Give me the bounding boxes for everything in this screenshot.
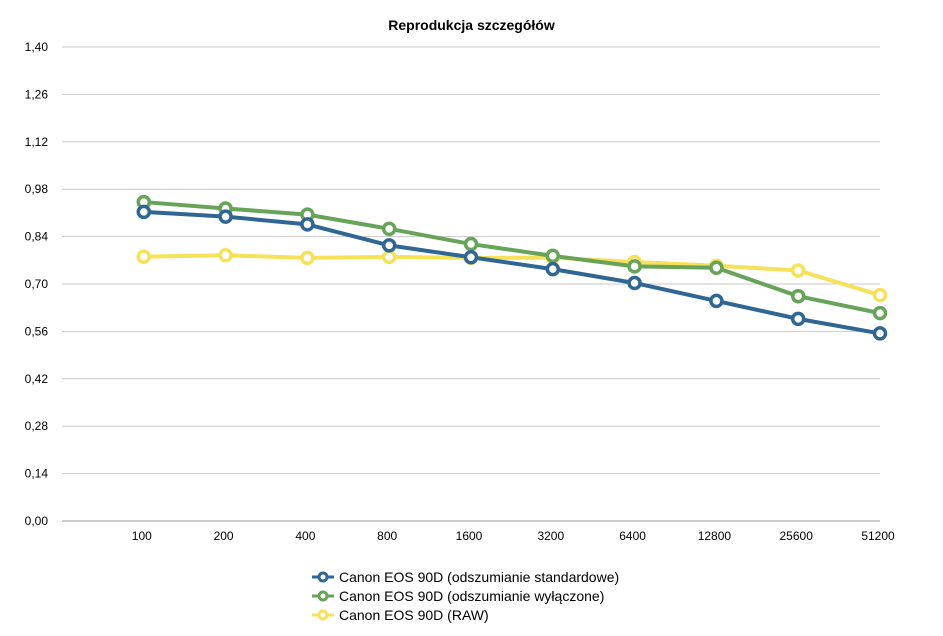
x-tick-label: 800	[377, 529, 397, 543]
data-point	[872, 326, 888, 341]
data-point	[463, 236, 479, 252]
data-point	[381, 238, 397, 253]
data-point	[381, 221, 397, 237]
legend: Canon EOS 90D (odszumianie standardowe) …	[310, 567, 619, 624]
y-tick-label: 0,00	[25, 514, 49, 528]
data-point	[872, 287, 888, 303]
legend-label-off: Canon EOS 90D (odszumianie wyłączone)	[339, 587, 605, 604]
data-point	[463, 250, 479, 265]
series-line	[141, 209, 882, 336]
y-tick-label: 0,98	[25, 182, 49, 196]
x-tick-label: 3200	[537, 529, 564, 543]
y-tick-label: 1,40	[25, 40, 49, 54]
data-point	[627, 259, 642, 274]
data-point	[545, 261, 561, 277]
data-point	[709, 260, 724, 275]
data-point	[136, 249, 152, 264]
data-point	[136, 204, 152, 220]
y-tick-label: 0,14	[25, 467, 49, 481]
y-tick-label: 0,28	[25, 419, 49, 433]
y-tick-label: 0,84	[25, 230, 49, 244]
x-tick-label: 1600	[456, 529, 483, 543]
data-point	[872, 305, 888, 321]
y-tick-label: 1,26	[25, 87, 49, 101]
legend-item: Canon EOS 90D (odszumianie standardowe)	[310, 567, 619, 586]
data-point	[381, 249, 397, 265]
legend-item: Canon EOS 90D (odszumianie wyłączone)	[310, 586, 619, 605]
x-tick-label: 6400	[619, 529, 646, 543]
x-tick-label: 12800	[698, 529, 732, 543]
x-tick-label: 200	[214, 529, 234, 543]
legend-marker-standard	[310, 570, 336, 584]
data-point	[300, 250, 315, 266]
data-point	[627, 275, 642, 291]
x-tick-label: 100	[132, 529, 152, 543]
series-line	[141, 200, 882, 316]
legend-label-standard: Canon EOS 90D (odszumianie standardowe)	[339, 568, 620, 585]
chart-title: Reprodukcja szczegółów	[388, 17, 555, 33]
data-point	[790, 263, 806, 278]
legend-item: Canon EOS 90D (RAW)	[310, 605, 619, 624]
y-tick-label: 0,56	[25, 324, 49, 338]
y-tick-label: 0,42	[25, 372, 49, 386]
x-tick-label: 25600	[780, 529, 814, 543]
x-tick-label: 51200	[861, 529, 895, 543]
y-tick-label: 0,70	[25, 277, 49, 291]
data-point	[300, 217, 315, 232]
data-point	[790, 288, 806, 304]
legend-label-raw: Canon EOS 90D (RAW)	[339, 606, 489, 623]
line-chart: 0,00 0,14 0,28 0,42 0,56 0,70 0,84 0,98 1,12 1,26…	[25, 40, 895, 543]
data-point	[218, 247, 233, 263]
y-tick-label: 1,12	[25, 135, 49, 149]
data-point	[790, 311, 806, 327]
series-line	[141, 253, 882, 298]
legend-marker-raw	[310, 608, 336, 622]
legend-marker-off	[310, 589, 336, 603]
data-point	[218, 209, 233, 224]
data-point	[545, 248, 561, 264]
x-tick-label: 400	[295, 529, 315, 543]
data-point	[709, 293, 724, 309]
